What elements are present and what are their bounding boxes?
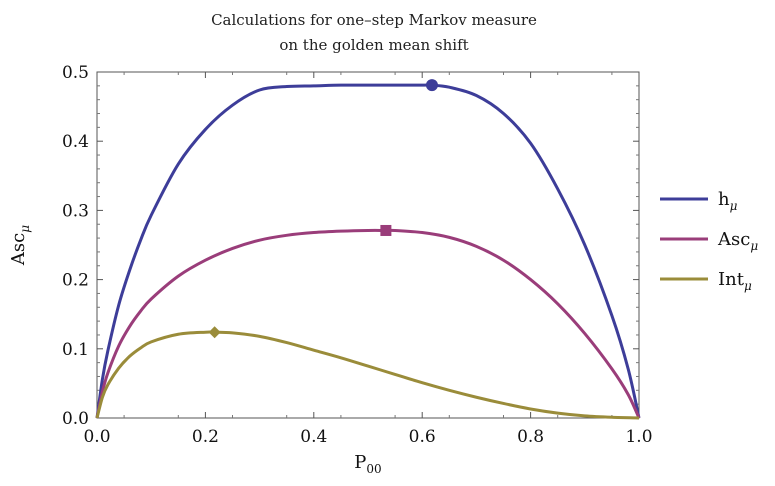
x-tick-label: 0.8 <box>517 427 544 447</box>
marker-layer <box>208 79 438 339</box>
x-axis: 0.0 0.2 0.4 0.6 0.8 1.0 <box>83 72 653 447</box>
x-axis-title-sub: 00 <box>366 462 381 476</box>
x-tick-label: 0.6 <box>409 427 436 447</box>
chart-title: Calculations for one–step Markov measure… <box>211 11 537 54</box>
x-axis-title-base: P <box>354 452 366 473</box>
series-line-2 <box>95 228 641 419</box>
y-tick-label: 0.3 <box>62 201 89 221</box>
series-line-3 <box>95 330 640 420</box>
y-axis-title-sub: μ <box>18 225 32 233</box>
x-tick-label: 0.2 <box>192 427 219 447</box>
legend-label-base: h <box>718 189 730 210</box>
max-marker-1 <box>425 79 438 92</box>
x-axis-title: P00 <box>354 452 381 476</box>
chart-title-line-1: Calculations for one–step Markov measure <box>211 11 537 29</box>
legend-label-sub: μ <box>730 199 738 213</box>
max-marker-2 <box>380 224 392 236</box>
y-axis-title: Ascμ <box>8 225 32 266</box>
y-tick-label: 0.1 <box>62 340 89 360</box>
legend-label-base: Asc <box>717 229 750 250</box>
series-line-1 <box>95 83 641 419</box>
legend-label-1: hμ <box>718 189 738 213</box>
x-tick-label: 1.0 <box>625 427 652 447</box>
x-tick-label: 0.4 <box>300 427 327 447</box>
max-marker-3 <box>208 326 221 339</box>
series-layer <box>95 83 641 420</box>
legend-label-sub: μ <box>750 239 758 253</box>
x-tick-label: 0.0 <box>83 427 110 447</box>
y-axis: 0.0 0.1 0.2 0.3 0.4 0.5 <box>62 63 639 429</box>
legend-label-3: Intμ <box>718 269 752 293</box>
y-tick-label: 0.4 <box>62 132 89 152</box>
chart-title-line-2: on the golden mean shift <box>279 36 468 54</box>
plot-frame <box>96 71 640 419</box>
y-axis-title-base: Asc <box>8 233 29 266</box>
y-tick-label: 0.5 <box>62 63 89 83</box>
y-tick-label: 0.2 <box>62 271 89 291</box>
legend-label-sub: μ <box>744 279 752 293</box>
legend-label-2: Ascμ <box>717 229 758 253</box>
legend-label-base: Int <box>718 269 745 290</box>
y-tick-label: 0.0 <box>62 409 89 429</box>
